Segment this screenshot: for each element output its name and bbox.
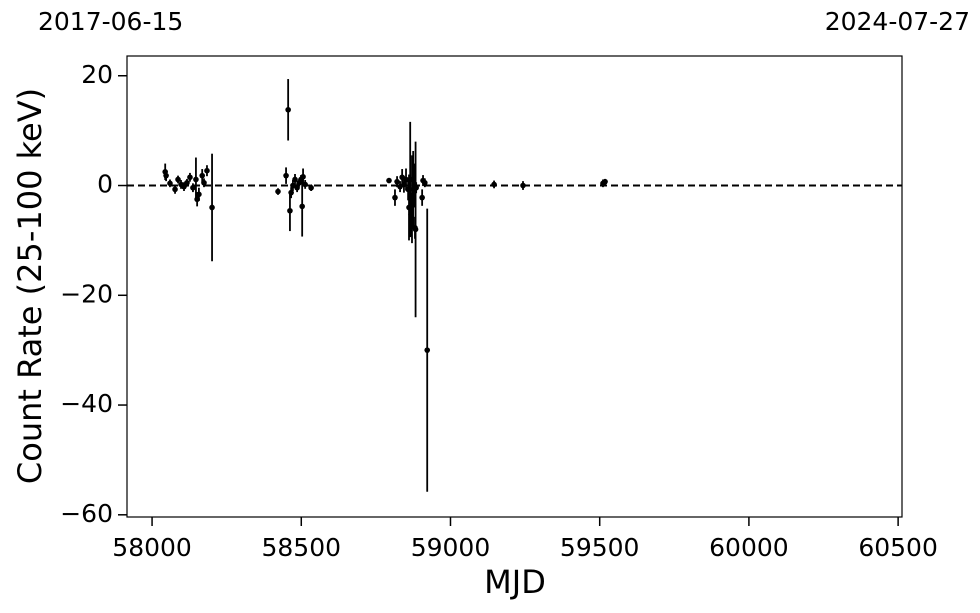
x-axis-label: MJD bbox=[484, 563, 546, 601]
y-tick-label: −40 bbox=[60, 389, 113, 418]
data-point bbox=[491, 181, 497, 188]
x-tick-label: 59000 bbox=[411, 533, 491, 562]
data-point bbox=[167, 180, 173, 187]
data-point bbox=[201, 179, 207, 186]
x-tick-label: 59500 bbox=[560, 533, 640, 562]
data-point bbox=[275, 188, 281, 195]
y-tick-label: 0 bbox=[97, 170, 113, 199]
data-point bbox=[196, 191, 202, 198]
data-point bbox=[308, 184, 314, 191]
y-tick-label: −60 bbox=[60, 499, 113, 528]
data-point bbox=[283, 172, 289, 179]
x-tick-label: 60000 bbox=[709, 533, 789, 562]
data-point bbox=[288, 189, 294, 196]
top-left-label: 2017-06-15 bbox=[38, 7, 183, 36]
plot-frame bbox=[126, 55, 903, 518]
data-point bbox=[386, 177, 392, 184]
y-axis-label: Count Rate (25-100 keV) bbox=[11, 88, 49, 484]
data-point bbox=[419, 194, 425, 201]
data-point bbox=[285, 106, 291, 113]
data-point bbox=[292, 176, 298, 183]
data-point bbox=[204, 167, 210, 174]
data-point bbox=[299, 203, 305, 210]
data-point bbox=[172, 186, 178, 193]
x-tick-label: 58500 bbox=[262, 533, 342, 562]
data-point bbox=[199, 172, 206, 179]
data-point bbox=[392, 194, 398, 201]
data-point bbox=[394, 178, 400, 185]
y-tick-label: −20 bbox=[60, 279, 113, 308]
top-right-label: 2024-07-27 bbox=[825, 7, 970, 36]
data-point bbox=[422, 179, 428, 186]
data-point bbox=[190, 184, 196, 191]
data-point bbox=[520, 182, 526, 189]
data-point bbox=[163, 172, 169, 179]
y-tick-label: 20 bbox=[81, 60, 113, 89]
data-point bbox=[302, 181, 308, 188]
x-tick-label: 60500 bbox=[858, 533, 938, 562]
data-point bbox=[287, 207, 293, 214]
data-point bbox=[602, 178, 608, 185]
data-point bbox=[424, 347, 431, 353]
x-tick-label: 58000 bbox=[112, 533, 192, 562]
data-point bbox=[175, 176, 181, 183]
data-point bbox=[181, 183, 187, 190]
data-point bbox=[300, 173, 306, 180]
data-point bbox=[187, 174, 193, 181]
data-point bbox=[209, 204, 215, 211]
data-point bbox=[413, 184, 419, 191]
data-point bbox=[184, 179, 190, 186]
data-point bbox=[193, 176, 199, 183]
data-point bbox=[412, 226, 419, 233]
